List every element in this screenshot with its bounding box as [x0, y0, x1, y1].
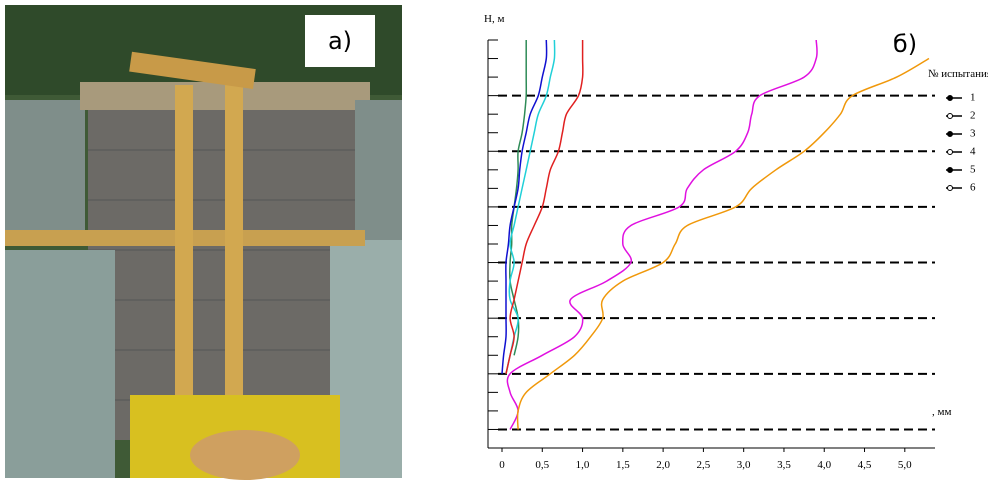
x-tick-label: 4,5 — [858, 459, 872, 471]
legend-label: 3 — [970, 128, 976, 140]
legend-label: 4 — [970, 146, 976, 158]
legend-marker — [948, 96, 953, 101]
legend-marker — [948, 132, 953, 137]
x-axis-label: , мм — [932, 406, 951, 418]
legend-label: 5 — [970, 164, 976, 176]
photo: а) — [5, 5, 402, 480]
chart: H, м , мм б) № испытания 0 0,5 1,0 1,5 2,0 2,… — [484, 13, 988, 471]
x-tick-label: 0,5 — [535, 459, 549, 471]
photo-label: а) — [328, 27, 352, 55]
legend-label: 2 — [970, 110, 976, 122]
panel-label: б) — [893, 30, 917, 58]
figure: а) H, м , мм б) № испытания 0 0,5 1,0 1,5 2,… — [0, 0, 988, 481]
x-tick-label: 3,0 — [737, 459, 751, 471]
series-line — [502, 40, 547, 374]
x-tick-label: 1,0 — [576, 459, 590, 471]
legend-marker — [948, 186, 953, 191]
legend-label: 6 — [970, 182, 976, 194]
x-tick-label: 2,0 — [656, 459, 670, 471]
legend-marker — [948, 114, 953, 119]
legend-marker — [948, 150, 953, 155]
x-tick-label: 5,0 — [898, 459, 912, 471]
x-tick-label: 2,5 — [697, 459, 711, 471]
legend-marker — [948, 168, 953, 173]
legend-title: № испытания — [928, 68, 988, 80]
x-tick-label: 0 — [499, 459, 505, 471]
legend-label: 1 — [970, 92, 976, 104]
x-tick-label: 3,5 — [777, 459, 791, 471]
y-axis-label: H, м — [484, 13, 504, 25]
x-tick-label: 1,5 — [616, 459, 630, 471]
x-tick-label: 4,0 — [817, 459, 831, 471]
